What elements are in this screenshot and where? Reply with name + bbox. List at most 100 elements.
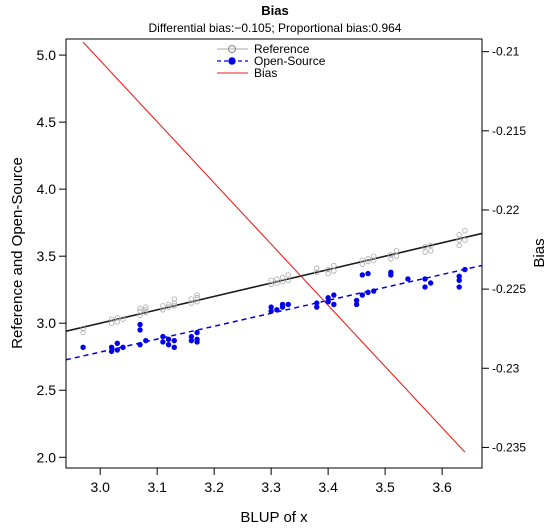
reference-point (456, 237, 462, 243)
y2-tick-label: -0.21 (492, 45, 520, 59)
reference-point (171, 296, 177, 302)
reference-point (422, 249, 428, 255)
open-source-point (165, 341, 172, 348)
reference-point (314, 269, 320, 275)
open-source-point (274, 307, 280, 313)
reference-point (160, 307, 166, 313)
open-source-point (405, 276, 411, 282)
reference-point (388, 256, 394, 262)
reference-point (137, 305, 143, 312)
reference-point (274, 276, 280, 282)
open-source-point (160, 339, 166, 345)
reference-point (114, 319, 120, 325)
reference-point (285, 277, 291, 284)
open-source-point (120, 344, 126, 351)
reference-point (114, 315, 120, 321)
y-tick-label: 3.0 (37, 315, 57, 331)
open-source-point (137, 327, 143, 333)
reference-point (165, 304, 172, 310)
reference-point (359, 261, 366, 267)
y2-tick-label: -0.215 (492, 124, 526, 138)
open-source-point (359, 292, 366, 298)
open-source-point (365, 270, 371, 277)
y-tick-label: 4.5 (37, 114, 57, 130)
open-source-point (359, 272, 366, 278)
reference-point (388, 252, 394, 258)
reference-point (194, 292, 200, 298)
reference-point (143, 309, 149, 316)
reference-point (160, 303, 166, 309)
y2-tick-label: -0.22 (492, 203, 520, 217)
open-source-point (194, 339, 200, 345)
open-source-point (422, 276, 428, 282)
open-source-point (353, 297, 360, 304)
line-reference (66, 232, 482, 333)
chart-title: Bias (261, 3, 288, 18)
legend-reference-label: Reference (254, 42, 310, 56)
reference-point (268, 277, 274, 284)
open-source-point (428, 280, 434, 286)
y-tick-label: 2.0 (37, 449, 57, 465)
open-source-point (268, 304, 274, 310)
y2-tick-label: -0.23 (492, 361, 520, 375)
line-open-source (66, 264, 482, 361)
open-source-point (331, 292, 337, 298)
reference-point (108, 316, 115, 322)
plot-frame (65, 38, 483, 469)
open-source-point (108, 344, 115, 351)
reference-point (428, 248, 434, 254)
reference-point (143, 307, 149, 313)
reference-point (80, 325, 86, 332)
open-source-point (165, 336, 172, 342)
plot-lines-group (66, 41, 482, 453)
reference-point (279, 278, 286, 285)
reference-point (188, 296, 195, 302)
chart-subtitle: Differential bias:−0.105; Proportional b… (149, 21, 402, 35)
x-tick-label: 3.2 (204, 479, 224, 495)
open-source-point (456, 273, 462, 279)
reference-point (371, 253, 377, 259)
open-source-point (462, 266, 468, 273)
reference-point (268, 281, 274, 288)
open-source-point (143, 337, 149, 344)
x-tick-label: 3.5 (375, 479, 395, 495)
open-source-point (171, 344, 177, 351)
open-source-point (279, 301, 286, 308)
reference-point (393, 248, 400, 254)
y-axis-title: Reference and Open-Source (9, 157, 26, 349)
open-source-point (325, 295, 331, 301)
x-axis: 3.0 3.1 3.2 3.3 3.4 3.5 3.6 (90, 468, 452, 495)
reference-point (314, 265, 320, 271)
open-source-point (171, 337, 177, 344)
open-source-point (456, 284, 462, 290)
reference-point (171, 303, 177, 309)
reference-point (393, 253, 400, 259)
open-source-point (114, 340, 120, 347)
y-axis-right: -0.21 -0.215 -0.22 -0.225 -0.23 -0.235 (482, 45, 526, 454)
reference-point (137, 308, 143, 314)
reference-point (331, 262, 337, 269)
reference-point (456, 242, 462, 249)
y2-axis-title: Bias (531, 238, 548, 267)
legend-bias-label: Bias (254, 66, 277, 80)
y2-tick-label: -0.235 (492, 440, 526, 454)
reference-point (325, 266, 331, 273)
open-source-point (388, 269, 394, 275)
reference-point (108, 320, 115, 326)
open-source-point (285, 301, 291, 308)
reference-point (331, 268, 337, 274)
open-source-point (331, 301, 337, 308)
open-source-point (371, 288, 377, 294)
reference-point (194, 299, 200, 305)
x-tick-label: 3.1 (147, 479, 167, 495)
open-source-point (114, 347, 120, 353)
reference-point (428, 242, 434, 249)
y-axis-left: 2.0 2.5 3.0 3.5 4.0 4.5 5.0 (37, 47, 66, 465)
y-tick-label: 3.5 (37, 248, 57, 264)
open-source-point (194, 329, 200, 336)
reference-point (194, 295, 200, 301)
reference-point (165, 301, 172, 308)
y-tick-label: 2.5 (37, 382, 57, 398)
reference-point (279, 274, 286, 281)
